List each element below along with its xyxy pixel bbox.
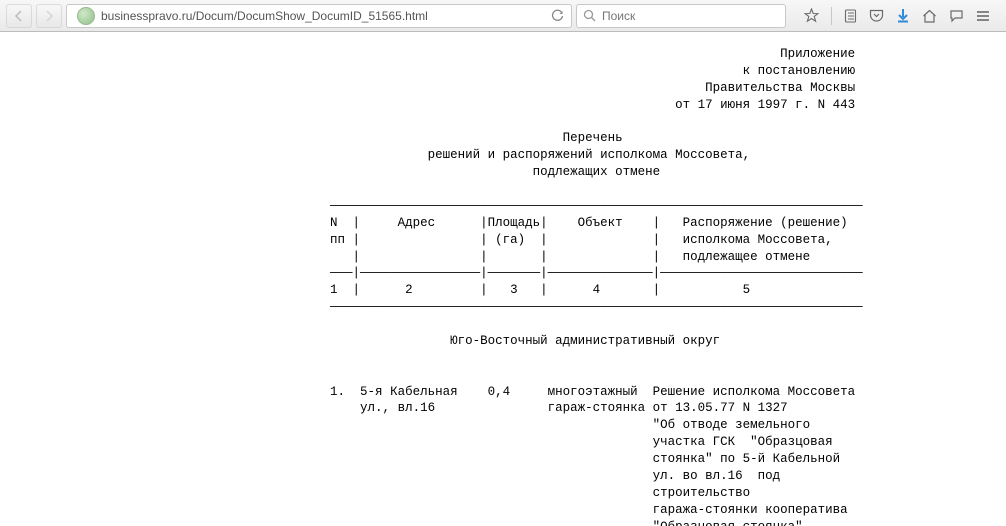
divider [831,7,832,25]
browser-toolbar [0,0,1006,32]
document-content: Приложение к постановлению [0,32,1006,526]
arrow-left-icon [13,10,25,22]
refresh-button[interactable] [547,6,567,26]
arrow-right-icon [43,10,55,22]
toolbar-right-icons [790,7,1000,25]
url-input[interactable] [101,9,543,23]
clipboard-icon[interactable] [844,8,857,23]
search-input[interactable] [602,9,779,23]
search-icon [583,9,596,22]
home-icon[interactable] [922,9,937,23]
star-icon[interactable] [804,8,819,23]
download-icon[interactable] [896,8,910,23]
forward-button[interactable] [36,4,62,28]
menu-icon[interactable] [976,10,990,22]
document-text: Приложение к постановлению [0,46,1006,526]
globe-icon [77,7,95,25]
url-bar[interactable] [66,4,572,28]
search-bar[interactable] [576,4,786,28]
refresh-icon [551,9,564,22]
chat-icon[interactable] [949,9,964,23]
back-button[interactable] [6,4,32,28]
pocket-icon[interactable] [869,9,884,23]
